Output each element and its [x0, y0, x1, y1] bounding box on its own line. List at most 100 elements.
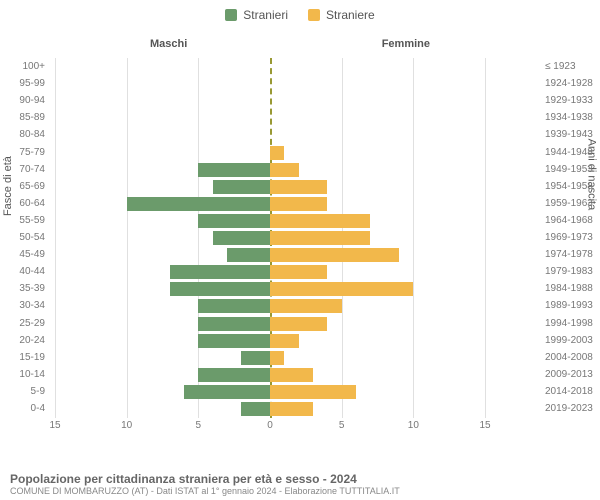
age-label: 95-99 — [19, 79, 45, 89]
bar-female — [270, 282, 413, 296]
age-label: 80-84 — [19, 130, 45, 140]
x-tick: 5 — [339, 420, 345, 431]
birth-year-label: 1994-1998 — [545, 319, 593, 329]
footer-subtitle: COMUNE DI MOMBARUZZO (AT) - Dati ISTAT a… — [10, 486, 590, 496]
age-label: 35-39 — [19, 284, 45, 294]
age-label: 45-49 — [19, 250, 45, 260]
bar-male — [127, 197, 270, 211]
birth-year-label: 1949-1953 — [545, 165, 593, 175]
bar-male — [213, 180, 270, 194]
bar-male — [170, 265, 270, 279]
bar-male — [241, 402, 270, 416]
bar-male — [198, 334, 270, 348]
birth-year-label: 1959-1963 — [545, 199, 593, 209]
gridline — [55, 58, 56, 418]
age-label: 20-24 — [19, 336, 45, 346]
age-label: 90-94 — [19, 96, 45, 106]
bar-male — [198, 299, 270, 313]
bar-male — [241, 351, 270, 365]
birth-year-label: 1929-1933 — [545, 96, 593, 106]
age-label: 100+ — [22, 62, 45, 72]
bar-male — [198, 214, 270, 228]
age-label: 30-34 — [19, 301, 45, 311]
birth-year-label: 1944-1948 — [545, 148, 593, 158]
bar-male — [198, 163, 270, 177]
bar-female — [270, 299, 342, 313]
x-axis: 15105051015 — [55, 420, 485, 436]
x-tick: 15 — [479, 420, 490, 431]
birth-year-label: 2019-2023 — [545, 404, 593, 414]
birth-year-label: 1964-1968 — [545, 216, 593, 226]
bar-female — [270, 248, 399, 262]
bar-female — [270, 231, 370, 245]
birth-year-label: 1934-1938 — [545, 113, 593, 123]
bar-female — [270, 402, 313, 416]
bar-female — [270, 163, 299, 177]
x-tick: 5 — [196, 420, 202, 431]
y-axis-left: 100+ 95-99 90-94 85-89 80-84 75-79 70-74 65-69 6… — [0, 58, 50, 418]
bar-male — [198, 368, 270, 382]
birth-year-label: 1989-1993 — [545, 301, 593, 311]
age-label: 25-29 — [19, 319, 45, 329]
birth-year-label: 2004-2008 — [545, 353, 593, 363]
birth-year-label: 1954-1958 — [545, 182, 593, 192]
age-label: 10-14 — [19, 370, 45, 380]
gridline — [413, 58, 414, 418]
bar-female — [270, 334, 299, 348]
age-label: 50-54 — [19, 233, 45, 243]
bar-male — [170, 282, 270, 296]
bar-female — [270, 317, 327, 331]
birth-year-label: 1924-1928 — [545, 79, 593, 89]
birth-year-label: 1939-1943 — [545, 130, 593, 140]
age-label: 70-74 — [19, 165, 45, 175]
bar-female — [270, 214, 370, 228]
legend-label-female: Straniere — [326, 8, 375, 22]
legend-swatch-female — [308, 9, 320, 21]
birth-year-label: 1979-1983 — [545, 267, 593, 277]
legend-swatch-male — [225, 9, 237, 21]
x-tick: 10 — [121, 420, 132, 431]
birth-year-label: 2014-2018 — [545, 387, 593, 397]
header-female: Femmine — [382, 38, 430, 50]
age-label: 65-69 — [19, 182, 45, 192]
age-label: 60-64 — [19, 199, 45, 209]
bar-male — [184, 385, 270, 399]
x-tick: 0 — [267, 420, 273, 431]
birth-year-label: 1969-1973 — [545, 233, 593, 243]
bar-female — [270, 265, 327, 279]
age-label: 40-44 — [19, 267, 45, 277]
legend: Stranieri Straniere — [0, 0, 600, 30]
y-axis-right: ≤ 1923 1924-1928 1929-1933 1934-1938 1939-19… — [540, 58, 600, 418]
x-tick: 10 — [408, 420, 419, 431]
bar-male — [198, 317, 270, 331]
age-label: 0-4 — [31, 404, 45, 414]
age-label: 85-89 — [19, 113, 45, 123]
birth-year-label: 2009-2013 — [545, 370, 593, 380]
age-label: 75-79 — [19, 148, 45, 158]
birth-year-label: 1984-1988 — [545, 284, 593, 294]
chart-container: Maschi Femmine Fasce di età Anni di nasc… — [0, 30, 600, 450]
age-label: 5-9 — [31, 387, 45, 397]
bar-male — [213, 231, 270, 245]
age-label: 55-59 — [19, 216, 45, 226]
header-male: Maschi — [150, 38, 187, 50]
bar-female — [270, 385, 356, 399]
legend-item-male: Stranieri — [225, 8, 288, 22]
legend-item-female: Straniere — [308, 8, 375, 22]
gridline — [485, 58, 486, 418]
birth-year-label: ≤ 1923 — [545, 62, 576, 72]
gridline — [127, 58, 128, 418]
footer-title: Popolazione per cittadinanza straniera p… — [10, 472, 590, 486]
bar-male — [227, 248, 270, 262]
birth-year-label: 1999-2003 — [545, 336, 593, 346]
bar-female — [270, 180, 327, 194]
legend-label-male: Stranieri — [243, 8, 288, 22]
bar-female — [270, 351, 284, 365]
bar-female — [270, 368, 313, 382]
age-label: 15-19 — [19, 353, 45, 363]
gridline — [198, 58, 199, 418]
plot-area — [55, 58, 485, 418]
x-tick: 15 — [49, 420, 60, 431]
bar-female — [270, 197, 327, 211]
birth-year-label: 1974-1978 — [545, 250, 593, 260]
